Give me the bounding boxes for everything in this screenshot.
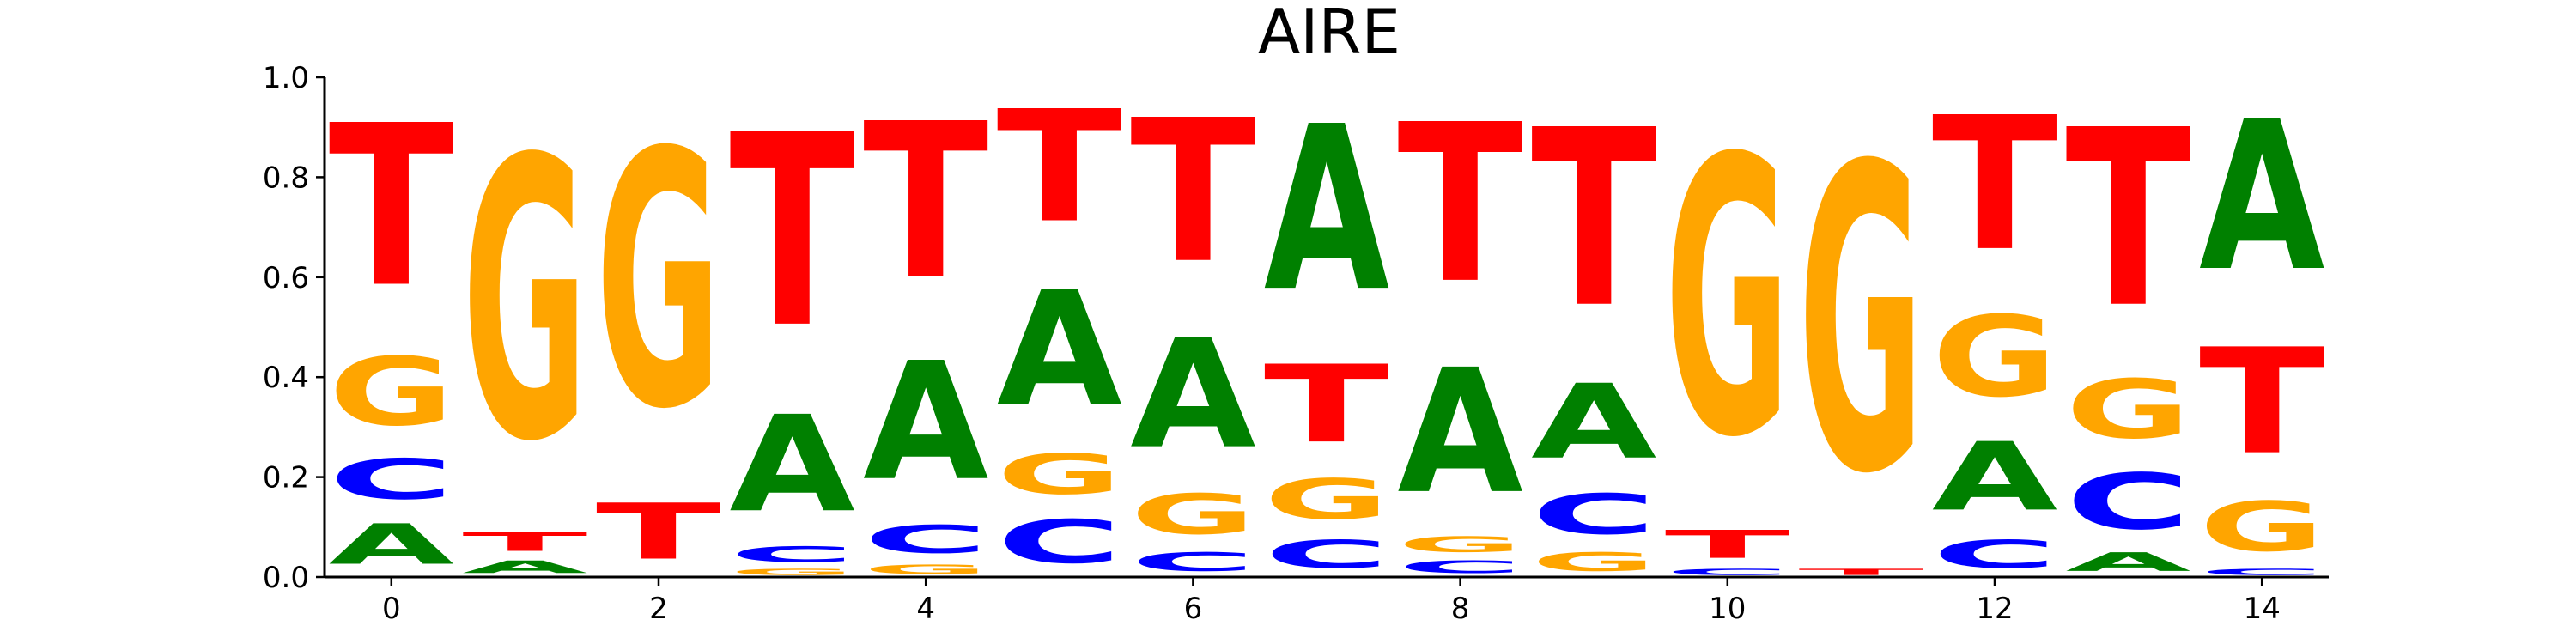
y-tick-label: 0.4 (263, 361, 309, 395)
logo-letter-A-pos-5: A (997, 258, 1122, 441)
logo-letter-C-pos-7: C (1264, 532, 1389, 577)
logo-letter-A-pos-14: A (2199, 77, 2324, 316)
logo-letter-G-pos-0: G (329, 337, 454, 447)
x-tick-label: 4 (916, 592, 935, 626)
y-tick-label: 0.2 (263, 461, 309, 495)
logo-letter-T-pos-3: T (729, 77, 855, 386)
logo-letter-G-pos-1: G (462, 79, 587, 526)
logo-letter-C-pos-0: C (329, 447, 454, 513)
y-axis: 0.0 0.2 0.4 0.6 0.8 1.0 (263, 61, 326, 595)
logo-letter-G-pos-11: G (1798, 77, 1923, 566)
x-tick-label: 14 (2244, 592, 2281, 626)
logo-letter-T-pos-2: T (596, 488, 721, 577)
logo-letter-A-pos-0: A (329, 513, 454, 577)
y-tick-label: 1.0 (263, 61, 309, 95)
logo-letter-T-pos-8: T (1397, 79, 1522, 332)
logo-letter-T-pos-12: T (1932, 77, 2057, 292)
logo-letter-C-pos-10: C (1665, 567, 1790, 577)
logo-letter-T-pos-5: T (997, 78, 1122, 258)
logo-letter-C-pos-14: C (2199, 567, 2324, 577)
logo-letter-G-pos-9: G (1531, 547, 1656, 577)
x-tick-label: 0 (382, 592, 401, 626)
logo-letter-A-pos-12: A (1932, 423, 2057, 532)
logo-letter-G-pos-12: G (1932, 293, 2057, 422)
logo-letter-T-pos-9: T (1531, 79, 1656, 361)
logo-letter-C-pos-13: C (2065, 458, 2190, 547)
logo-letter-A-pos-4: A (863, 328, 988, 517)
logo-letter-G-pos-4: G (863, 562, 988, 577)
logo-letter-G-pos-3: G (729, 567, 854, 577)
logo-letter-G-pos-7: G (1264, 467, 1389, 532)
logo-letter-A-pos-9: A (1531, 362, 1656, 482)
logo-letter-T-pos-1: T (462, 527, 587, 557)
logo-letter-G-pos-13: G (2065, 362, 2190, 457)
logo-letter-T-pos-13: T (2065, 79, 2190, 361)
logo-letter-G-pos-6: G (1130, 483, 1255, 547)
logo-letter-A-pos-13: A (2065, 547, 2191, 577)
logo-letter-A-pos-6: A (1130, 307, 1255, 482)
y-tick-label: 0.6 (263, 261, 309, 295)
logo-letter-C-pos-4: C (863, 518, 988, 562)
logo-letter-G-pos-10: G (1665, 78, 1790, 521)
logo-letter-G-pos-2: G (596, 79, 721, 486)
logo-letter-C-pos-9: C (1531, 482, 1656, 547)
logo-letter-C-pos-6: C (1130, 547, 1255, 577)
x-tick-label: 6 (1184, 592, 1203, 626)
chart-title: AIRE (1258, 0, 1400, 68)
logo-letter-C-pos-8: C (1397, 557, 1522, 577)
logo-letter-A-pos-1: A (462, 557, 587, 577)
logo-letter-G-pos-8: G (1397, 532, 1522, 557)
logo-letter-T-pos-4: T (863, 77, 988, 326)
logo-letter-A-pos-7: A (1264, 78, 1389, 342)
logo-letter-T-pos-10: T (1665, 522, 1790, 567)
logo-letter-A-pos-8: A (1397, 332, 1522, 532)
logo-letter-C-pos-5: C (997, 507, 1122, 577)
x-axis: 0 2 4 6 8 10 12 14 (325, 575, 2329, 626)
x-tick-label: 2 (649, 592, 668, 626)
logo-letter-G-pos-5: G (997, 442, 1122, 507)
logo-letter-A-pos-3: A (729, 387, 854, 542)
y-tick-label: 0.0 (263, 561, 309, 595)
logo-letter-T-pos-7: T (1264, 343, 1389, 467)
logo-letters: ACGTATGTGGCATGCATCGATCGATCGTACGATGCATCTG… (329, 77, 2325, 577)
logo-letter-T-pos-11: T (1798, 567, 1923, 577)
logo-letter-C-pos-12: C (1932, 532, 2057, 577)
x-tick-label: 10 (1709, 592, 1746, 626)
logo-letter-T-pos-14: T (2199, 318, 2324, 487)
x-tick-label: 8 (1451, 592, 1470, 626)
y-tick-label: 0.8 (263, 161, 309, 195)
logo-letter-T-pos-6: T (1130, 78, 1255, 307)
x-tick-label: 12 (1976, 592, 2013, 626)
logo-letter-C-pos-3: C (729, 542, 854, 567)
logo-letter-G-pos-14: G (2199, 487, 2324, 567)
logo-letter-T-pos-0: T (329, 78, 454, 337)
